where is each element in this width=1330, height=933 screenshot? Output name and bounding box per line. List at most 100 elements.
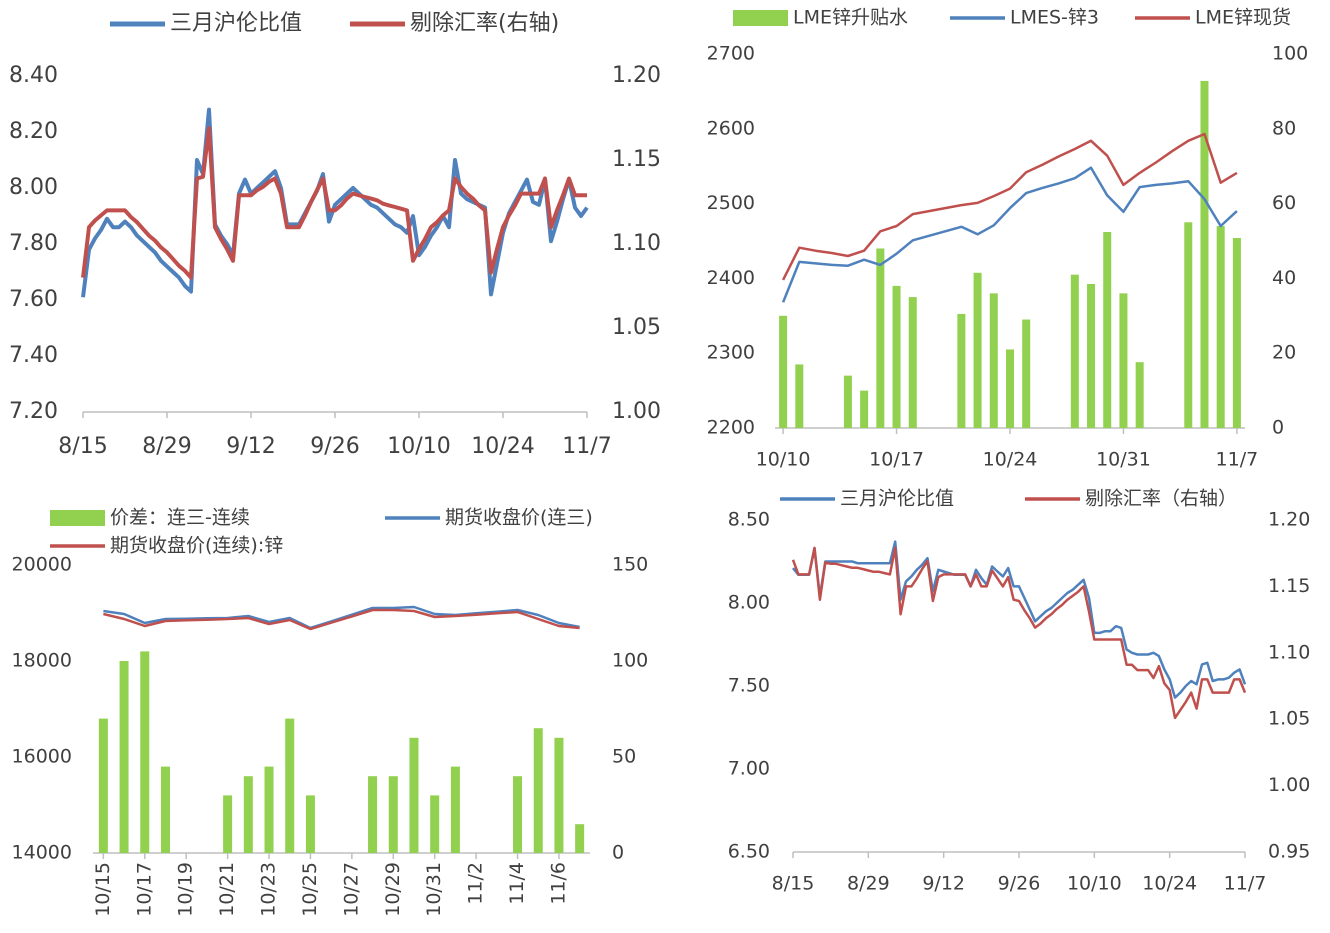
x-tick-label: 10/10 — [756, 449, 811, 471]
bar — [892, 285, 901, 428]
y-tick-label: 150 — [612, 554, 648, 576]
y-tick-label: 7.50 — [728, 675, 770, 697]
line-series — [81, 126, 587, 280]
y-tick-label: 100 — [1272, 43, 1308, 65]
legend-label: LME锌现货 — [1195, 7, 1291, 29]
x-tick-label: 8/29 — [142, 434, 191, 459]
bar — [1119, 293, 1128, 428]
y-tick-label: 1.05 — [1268, 708, 1310, 730]
x-tick-label: 10/19 — [175, 862, 197, 917]
bar — [160, 766, 170, 853]
bar — [876, 248, 885, 428]
x-tick-label: 10/31 — [1096, 449, 1151, 471]
y-tick-label: 2500 — [707, 192, 755, 214]
bar — [264, 766, 274, 853]
y-tick-label: 1.20 — [1268, 509, 1310, 531]
y-tick-label: 0.95 — [1268, 841, 1310, 863]
bar — [1135, 362, 1144, 428]
y-tick-label: 1.10 — [1268, 641, 1310, 663]
y-tick-label: 2400 — [707, 267, 755, 289]
x-tick-label: 11/6 — [547, 862, 569, 905]
y-tick-label: 2700 — [707, 43, 755, 65]
x-tick-label: 8/29 — [847, 873, 890, 895]
y-tick-label: 80 — [1272, 117, 1296, 139]
y-tick-label: 1.05 — [612, 315, 661, 340]
y-tick-label: 8.00 — [728, 592, 770, 614]
x-tick-label: 11/4 — [506, 862, 528, 905]
bar — [957, 313, 966, 428]
y-tick-label: 8.20 — [9, 119, 58, 144]
bar — [1200, 80, 1209, 428]
line-series — [81, 107, 589, 298]
y-tick-label: 7.40 — [9, 343, 58, 368]
bar — [989, 293, 998, 428]
line-series — [781, 132, 1238, 281]
x-tick-label: 10/15 — [92, 862, 114, 917]
bar — [779, 315, 788, 428]
x-tick-label: 10/24 — [471, 434, 534, 459]
bar — [795, 364, 804, 428]
bar — [243, 776, 253, 853]
bar — [513, 776, 523, 853]
line-series — [781, 166, 1238, 303]
x-tick-label: 10/17 — [869, 449, 924, 471]
y-tick-label: 7.20 — [9, 399, 58, 424]
bar — [554, 737, 564, 853]
x-tick-label: 8/15 — [772, 873, 815, 895]
line-series — [791, 546, 1247, 720]
x-tick-label: 10/29 — [382, 862, 404, 917]
legend-label: 三月沪伦比值 — [840, 488, 954, 510]
legend-swatch — [733, 10, 788, 26]
bar — [430, 795, 440, 853]
bar — [223, 795, 233, 853]
y-tick-label: 20000 — [12, 554, 72, 576]
x-tick-label: 9/26 — [310, 434, 359, 459]
bar — [1232, 238, 1241, 428]
x-tick-label: 9/12 — [226, 434, 275, 459]
bar — [1006, 349, 1014, 428]
x-tick-label: 10/21 — [216, 862, 238, 917]
legend-label: 价差：连三-连续 — [110, 507, 250, 529]
x-tick-label: 10/25 — [299, 862, 321, 917]
y-tick-label: 1.00 — [612, 399, 661, 424]
x-tick-label: 10/27 — [340, 862, 362, 917]
x-tick-label: 11/7 — [562, 434, 611, 459]
bar — [388, 776, 398, 853]
y-tick-label: 8.50 — [728, 509, 770, 531]
y-tick-label: 8.40 — [9, 63, 58, 88]
bar — [305, 795, 315, 853]
x-tick-label: 10/31 — [423, 862, 445, 917]
legend-label: LME锌升贴水 — [793, 7, 908, 29]
bar — [973, 272, 982, 428]
y-tick-label: 2600 — [707, 117, 755, 139]
y-tick-label: 0 — [612, 842, 624, 864]
bar — [1103, 232, 1112, 428]
bar — [1070, 274, 1079, 428]
y-tick-label: 7.60 — [9, 287, 58, 312]
line-series — [792, 540, 1247, 699]
x-tick-label: 10/24 — [983, 449, 1038, 471]
bar — [409, 737, 419, 853]
bar — [285, 718, 295, 853]
y-tick-label: 1.10 — [612, 231, 661, 256]
legend-label: LMES-锌3 — [1010, 7, 1099, 29]
x-tick-label: 8/15 — [58, 434, 107, 459]
y-tick-label: 60 — [1272, 192, 1296, 214]
y-tick-label: 18000 — [12, 650, 72, 672]
line-series — [103, 608, 580, 631]
bar — [533, 728, 543, 853]
y-tick-label: 2200 — [707, 417, 755, 439]
y-tick-label: 1.20 — [612, 63, 661, 88]
bar — [368, 776, 378, 853]
y-tick-label: 50 — [612, 746, 636, 768]
x-tick-label: 11/2 — [465, 862, 487, 905]
y-tick-label: 1.15 — [612, 147, 661, 172]
bar — [860, 390, 869, 428]
x-tick-label: 10/23 — [258, 862, 280, 917]
x-tick-label: 9/26 — [998, 873, 1041, 895]
legend-swatch — [50, 510, 105, 526]
bar — [908, 297, 917, 428]
y-tick-label: 1.15 — [1268, 575, 1310, 597]
